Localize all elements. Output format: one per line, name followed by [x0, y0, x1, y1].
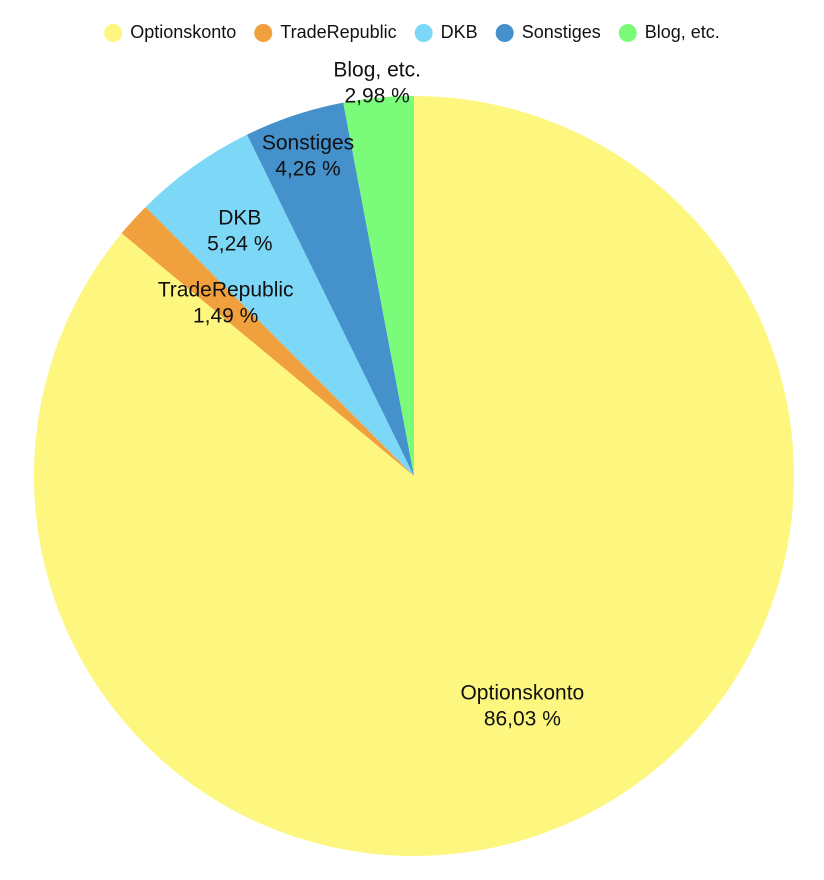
slice-label: TradeRepublic — [158, 279, 294, 302]
pie-slice — [121, 206, 415, 476]
legend: Optionskonto TradeRepublic DKB Sonstiges Blo… — [104, 22, 720, 42]
pie-slice — [247, 102, 414, 476]
slice-value-label: 1,49 % — [193, 305, 258, 328]
slice-value-label: 86,03 % — [484, 707, 561, 730]
pie-slice — [145, 134, 414, 477]
legend-label: Blog, etc. — [645, 22, 720, 42]
legend-label: DKB — [441, 22, 478, 42]
legend-marker — [254, 24, 273, 42]
legend-marker — [414, 24, 433, 42]
slice-label: DKB — [218, 206, 261, 229]
legend-marker — [495, 24, 514, 42]
slice-label: Blog, etc. — [333, 58, 421, 81]
legend-label: Sonstiges — [522, 22, 601, 42]
pie-slice — [33, 96, 795, 856]
slice-value-label: 4,26 % — [275, 158, 340, 181]
slice-label: Optionskonto — [460, 681, 584, 704]
slice-value-label: 5,24 % — [207, 232, 272, 255]
slice-label: Sonstiges — [262, 132, 354, 155]
legend-marker — [618, 24, 637, 42]
legend-label: TradeRepublic — [280, 22, 396, 42]
slice-value-label: 2,98 % — [344, 84, 409, 107]
pie-slice — [343, 96, 414, 476]
legend-marker — [104, 24, 123, 42]
legend-label: Optionskonto — [130, 22, 236, 42]
